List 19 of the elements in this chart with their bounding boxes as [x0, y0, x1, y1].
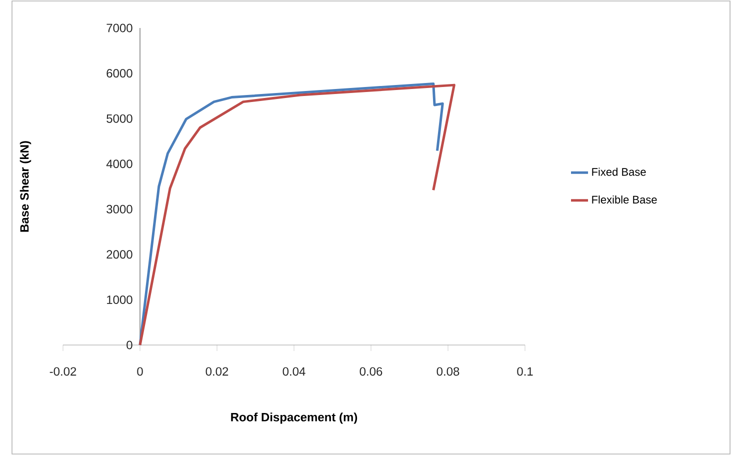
y-tick-label: 7000 — [106, 24, 132, 32]
y-tick-label: 1000 — [107, 295, 132, 304]
x-tick-label: 0.06 — [360, 367, 382, 376]
y-tick-label: 3000 — [106, 204, 132, 214]
x-tick-label: 0.08 — [436, 367, 460, 376]
x-tick-label: 0.1 — [517, 367, 533, 376]
y-tick-label: 5000 — [106, 114, 132, 123]
y-tick-label: 4000 — [106, 160, 132, 168]
x-tick-label: 0.02 — [206, 367, 228, 376]
legend-label: Flexible Base — [592, 195, 657, 204]
x-tick-label: 0 — [137, 367, 143, 376]
x-axis-title: Roof Dispacement (m) — [231, 412, 358, 424]
legend-label: Fixed Base — [592, 168, 646, 176]
x-tick-label: -0.02 — [50, 367, 76, 376]
y-tick-label: 6000 — [106, 69, 132, 78]
y-tick-label: 2000 — [106, 250, 132, 259]
y-axis-title: Base Shear (kN) — [20, 141, 32, 232]
x-tick-label: 0.04 — [282, 367, 306, 376]
y-tick-label: 0 — [126, 340, 132, 350]
